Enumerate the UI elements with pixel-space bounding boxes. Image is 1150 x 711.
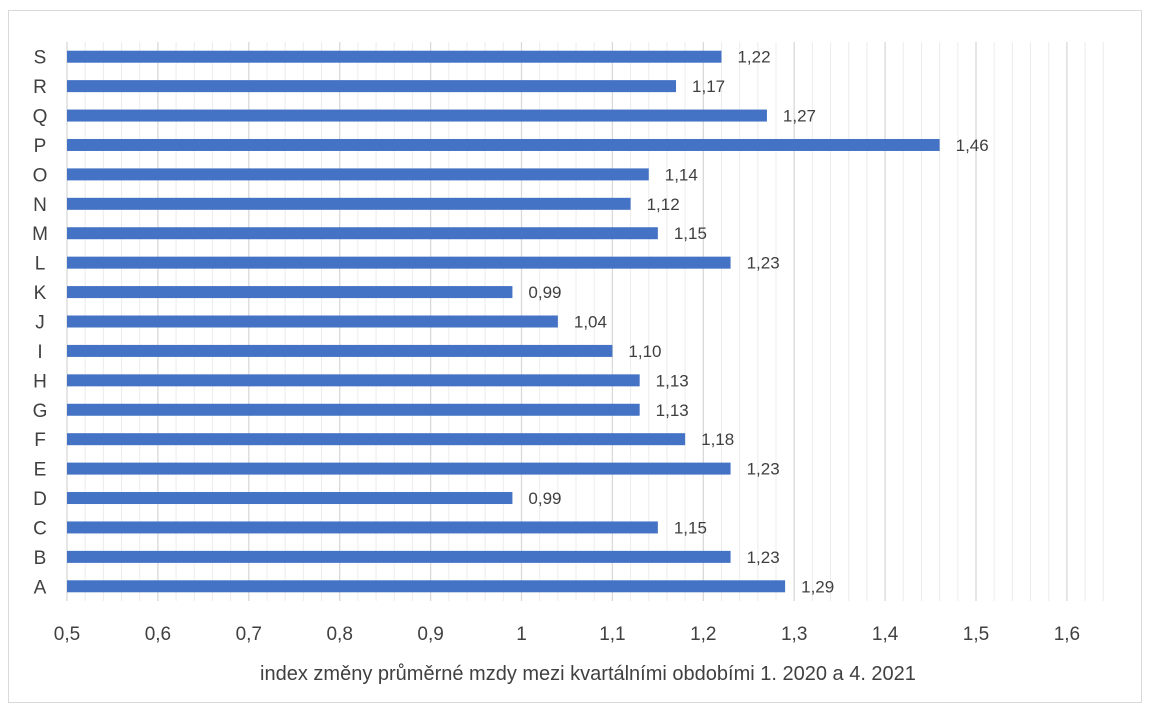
x-tick-label: 1,6	[1054, 624, 1080, 645]
data-label: 1,17	[692, 77, 725, 96]
x-tick-label: 1,5	[963, 624, 989, 645]
data-label: 1,13	[656, 371, 689, 390]
bar-a	[67, 580, 786, 593]
x-tick-label: 1	[516, 624, 527, 645]
category-label: J	[35, 313, 45, 334]
category-label: M	[32, 224, 48, 245]
category-label: S	[34, 48, 47, 69]
category-label: R	[33, 77, 47, 98]
bar-j	[67, 315, 558, 328]
category-label: E	[34, 460, 47, 481]
major-gridlines	[66, 42, 1068, 601]
x-tick-label: 1,3	[781, 624, 807, 645]
data-label: 1,46	[956, 136, 989, 155]
bar-r	[67, 80, 677, 93]
bar-k	[67, 286, 513, 299]
data-label: 1,10	[628, 342, 661, 361]
category-label: I	[37, 342, 42, 363]
category-label: G	[33, 401, 48, 422]
data-labels: 1,29 1,23 1,15 0,99 1,23 1,18 1,13 1,13 1,10 1,04…	[528, 48, 988, 597]
data-label: 1,15	[674, 224, 707, 243]
x-axis-tick-labels: 0,5 0,6 0,7 0,8 0,9 1 1,1 1,2 1,3 1,4 1,5 1,6	[54, 624, 1080, 645]
data-label: 1,13	[656, 401, 689, 420]
bar-o	[67, 168, 649, 181]
x-tick-label: 1,4	[872, 624, 899, 645]
data-label: 1,14	[665, 165, 698, 184]
x-tick-label: 0,6	[145, 624, 171, 645]
bar-i	[67, 344, 613, 357]
category-label: N	[33, 195, 47, 216]
data-label: 1,23	[747, 460, 780, 479]
bar-s	[67, 50, 722, 63]
x-tick-label: 0,9	[417, 624, 443, 645]
category-label: O	[33, 165, 48, 186]
data-label: 1,18	[701, 430, 734, 449]
data-label: 1,27	[783, 107, 816, 126]
data-label: 0,99	[528, 489, 561, 508]
data-label: 1,23	[747, 548, 780, 567]
bar-p	[67, 138, 940, 151]
data-label: 1,29	[801, 577, 834, 596]
bar-f	[67, 433, 686, 446]
bar-e	[67, 462, 731, 475]
data-label: 1,04	[574, 313, 607, 332]
category-label: H	[33, 371, 47, 392]
bars	[67, 50, 940, 593]
bar-m	[67, 227, 658, 240]
data-label: 1,22	[737, 48, 770, 67]
x-tick-label: 1,1	[599, 624, 625, 645]
bar-q	[67, 109, 767, 122]
x-tick-label: 1,2	[690, 624, 716, 645]
bar-n	[67, 197, 631, 210]
category-label: K	[34, 283, 47, 304]
category-label: C	[33, 518, 47, 539]
data-label: 1,15	[674, 518, 707, 537]
x-tick-label: 0,5	[54, 624, 80, 645]
data-label: 1,23	[747, 254, 780, 273]
x-tick-label: 0,8	[326, 624, 352, 645]
x-axis-title: index změny průměrné mzdy mezi kvartální…	[260, 663, 916, 685]
data-label: 1,12	[647, 195, 680, 214]
bar-c	[67, 521, 658, 534]
data-label: 0,99	[528, 283, 561, 302]
x-tick-label: 0,7	[236, 624, 262, 645]
category-label: L	[35, 254, 46, 275]
category-label: D	[33, 489, 47, 510]
bar-h	[67, 374, 640, 387]
category-label: P	[34, 136, 47, 157]
bar-d	[67, 492, 513, 505]
category-label: B	[34, 548, 47, 569]
bar-g	[67, 403, 640, 416]
category-label: A	[34, 577, 47, 598]
category-label: Q	[33, 107, 48, 128]
bar-l	[67, 256, 731, 269]
category-label: F	[34, 430, 46, 451]
bar-b	[67, 550, 731, 563]
